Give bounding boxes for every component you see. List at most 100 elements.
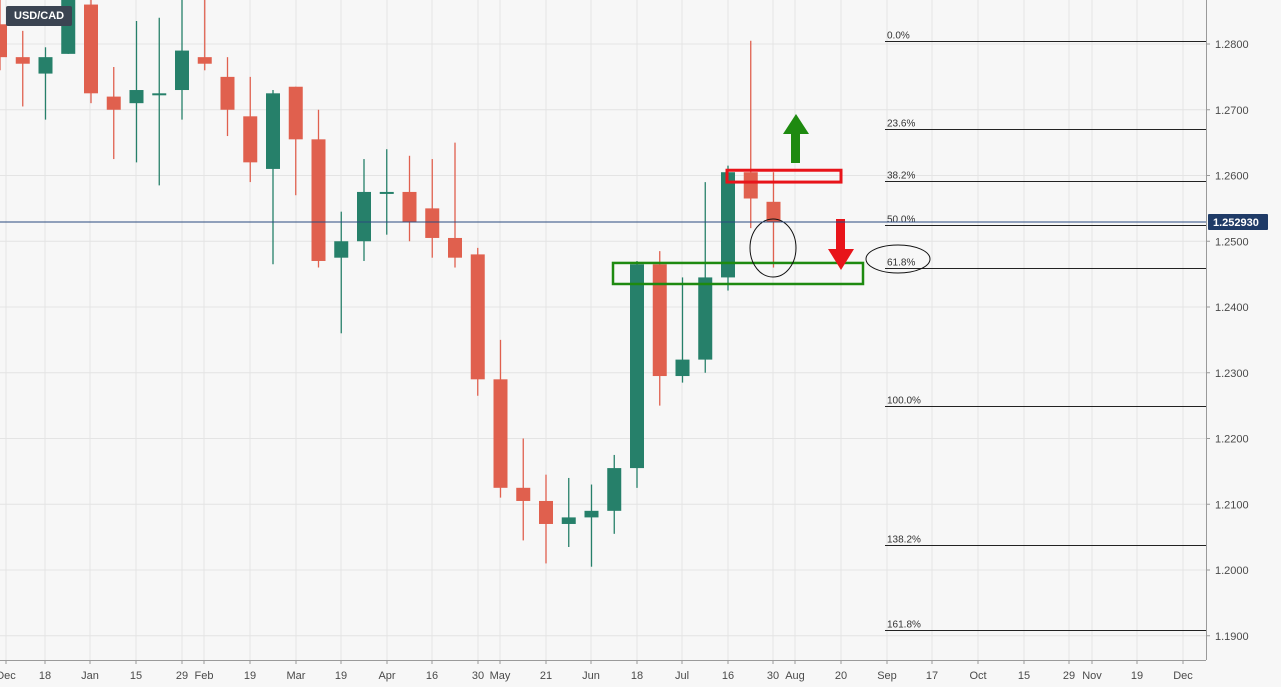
candle-body xyxy=(288,86,303,140)
candle-body xyxy=(516,487,531,501)
candle-body xyxy=(470,254,485,380)
x-tick-label: 17 xyxy=(926,670,938,682)
x-tick-label: Jul xyxy=(675,670,689,682)
x-tick-label: Sep xyxy=(877,670,897,682)
candle-body xyxy=(698,277,713,360)
y-tick-label: 1.2100 xyxy=(1215,499,1249,511)
annotations-layer xyxy=(611,114,931,286)
candle-body xyxy=(220,76,235,110)
x-tick-label: Oct xyxy=(969,670,986,682)
x-tick-label: 19 xyxy=(1131,670,1143,682)
candle-body xyxy=(197,57,212,64)
x-tick-label: 21 xyxy=(540,670,552,682)
x-tick-label: Mar xyxy=(287,670,306,682)
plot-background xyxy=(0,0,1206,660)
axis-layer: 1.1900 1.2000 1.2100 1.2200 1.2300 1.2400 1.25… xyxy=(0,0,1249,682)
x-tick-label: Dec xyxy=(1173,670,1193,682)
y-tick-label: 1.2400 xyxy=(1215,302,1249,314)
resistance-zone-box xyxy=(725,168,843,184)
candle-body xyxy=(766,201,781,223)
candle-body xyxy=(630,264,644,469)
fib-level-label: 61.8% xyxy=(887,258,915,269)
candle-body xyxy=(38,57,53,74)
x-tick-label: Apr xyxy=(378,670,395,682)
current-price-layer: 1.252930 xyxy=(0,213,1268,230)
fib-level-label: 38.2% xyxy=(887,171,915,182)
candle-body xyxy=(584,510,599,518)
fib-618-highlight-ellipse xyxy=(865,244,931,274)
x-tick-label: Jun xyxy=(582,670,600,682)
candle-body xyxy=(106,96,121,110)
current-price-label: 1.252930 xyxy=(1213,217,1259,229)
support-zone-box xyxy=(611,261,865,286)
candle-body xyxy=(379,191,394,194)
x-tick-label: 30 xyxy=(767,670,779,682)
y-tick-label: 1.2200 xyxy=(1215,434,1249,446)
candle-body xyxy=(357,191,371,242)
x-tick-label: 18 xyxy=(631,670,643,682)
symbol-badge: USD/CAD xyxy=(6,6,73,26)
y-tick-label: 1.2300 xyxy=(1215,368,1249,380)
x-tick-label: 15 xyxy=(130,670,142,682)
y-tick-label: 1.2000 xyxy=(1215,565,1249,577)
candle-body xyxy=(425,208,440,238)
down-arrow-head xyxy=(828,249,854,270)
up-arrow-head xyxy=(783,114,809,134)
candle-body xyxy=(743,172,758,199)
grid-layer xyxy=(0,0,1206,660)
x-tick-label: 18 xyxy=(39,670,51,682)
candle-body xyxy=(175,50,189,91)
y-tick-label: 1.2800 xyxy=(1215,39,1249,51)
candle-body xyxy=(15,57,30,64)
fib-level-label: 0.0% xyxy=(887,31,910,42)
x-tick-label: 29 xyxy=(176,670,188,682)
x-tick-label: Jan xyxy=(81,670,99,682)
x-tick-label: May xyxy=(490,670,511,682)
x-tick-label: 30 xyxy=(472,670,484,682)
candle-body xyxy=(493,379,508,488)
y-tick-label: 1.2500 xyxy=(1215,236,1249,248)
down-arrow-shaft xyxy=(836,219,845,250)
candle-body xyxy=(448,237,462,258)
candle-body xyxy=(129,90,144,104)
candle-body xyxy=(539,500,553,524)
candle-body xyxy=(652,264,667,377)
x-tick-label: 16 xyxy=(722,670,734,682)
y-tick-label: 1.2600 xyxy=(1215,171,1249,183)
fibonacci-layer: 0.0% 23.6% 38.2% 50.0% 61.8% 100.0% 138.2% 161.… xyxy=(885,31,1206,631)
candle-body xyxy=(334,241,349,258)
candle-body xyxy=(402,191,417,222)
current-price-tag xyxy=(1208,213,1268,230)
fib-level-label: 161.8% xyxy=(887,620,921,631)
x-tick-label: 29 xyxy=(1063,670,1075,682)
candle-body xyxy=(561,517,576,524)
y-tick-label: 1.2700 xyxy=(1215,105,1249,117)
x-tick-label: 19 xyxy=(335,670,347,682)
candle-body xyxy=(266,93,280,169)
candle-body xyxy=(721,172,735,278)
x-tick-label: Dec xyxy=(0,670,16,682)
fib-level-label: 50.0% xyxy=(887,215,915,226)
x-tick-label: 16 xyxy=(426,670,438,682)
candle-body xyxy=(84,4,98,94)
fib-level-label: 138.2% xyxy=(887,535,921,546)
x-tick-label: 15 xyxy=(1018,670,1030,682)
candle-body xyxy=(311,139,326,261)
candle-body xyxy=(675,359,690,377)
candle-body xyxy=(0,24,7,58)
y-tick-label: 1.1900 xyxy=(1215,631,1249,643)
fib-level-label: 100.0% xyxy=(887,396,921,407)
x-tick-label: 20 xyxy=(835,670,847,682)
x-tick-label: Nov xyxy=(1082,670,1102,682)
x-tick-label: Feb xyxy=(195,670,214,682)
up-arrow-shaft xyxy=(791,133,800,163)
x-tick-label: 19 xyxy=(244,670,256,682)
wick-highlight-ellipse xyxy=(749,218,797,278)
x-tick-label: Aug xyxy=(785,670,805,682)
candle-body xyxy=(607,468,622,511)
candle-body xyxy=(243,116,258,163)
fib-level-label: 23.6% xyxy=(887,119,915,130)
candle-body xyxy=(152,93,167,96)
